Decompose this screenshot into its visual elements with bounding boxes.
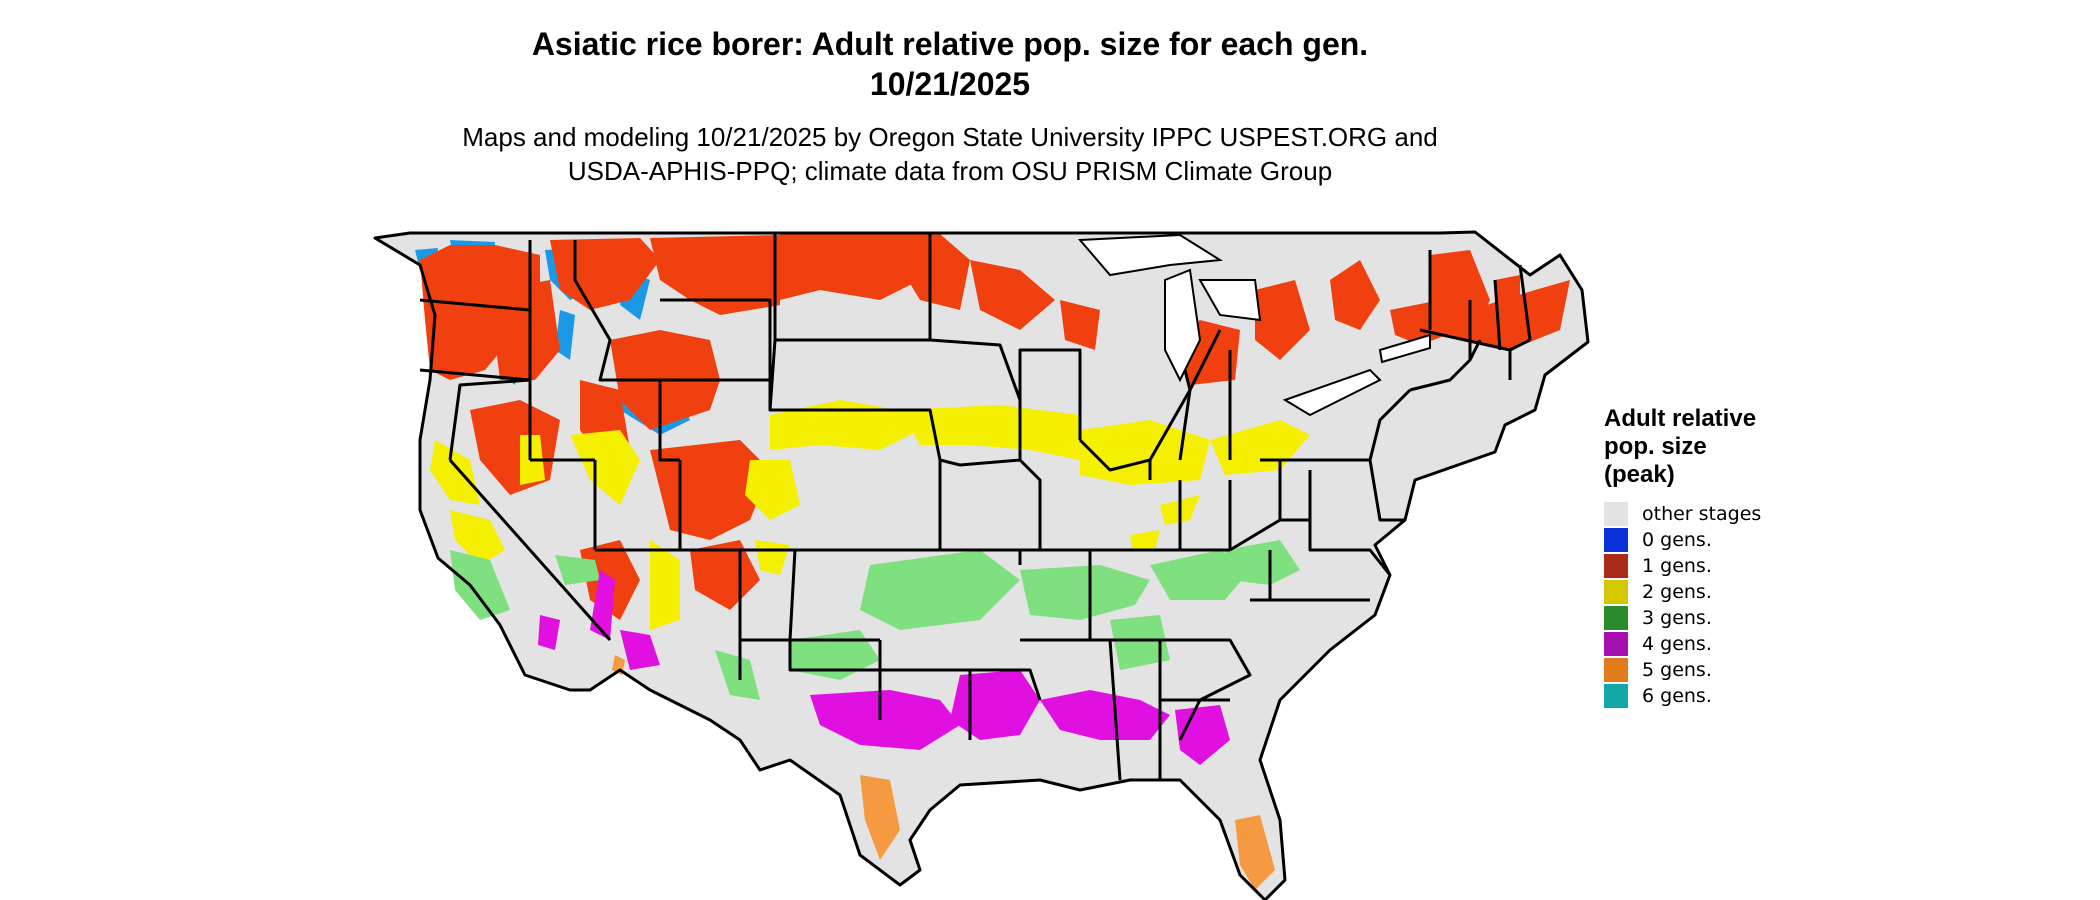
state-borders	[373, 230, 1590, 900]
legend-swatch	[1604, 502, 1628, 526]
legend-label: 4 gens.	[1642, 633, 1712, 655]
legend-label: 6 gens.	[1642, 685, 1712, 707]
us-map	[373, 230, 1590, 900]
legend: Adult relative pop. size (peak) other st…	[1604, 405, 1761, 709]
map-credit-line-2: USDA-APHIS-PPQ; climate data from OSU PR…	[567, 156, 1333, 186]
legend-swatch	[1604, 684, 1628, 708]
legend-swatch	[1604, 528, 1628, 552]
legend-label: 2 gens.	[1642, 581, 1712, 603]
legend-swatch	[1604, 554, 1628, 578]
map-credit-line-1: Maps and modeling 10/21/2025 by Oregon S…	[462, 122, 1438, 152]
zone-4-gens	[538, 570, 1230, 765]
legend-item-other-stages: other stages	[1604, 501, 1761, 527]
legend-label: 1 gens.	[1642, 555, 1712, 577]
legend-item-6-gens: 6 gens.	[1604, 683, 1761, 709]
legend-label: other stages	[1642, 503, 1762, 525]
zone-3-gens	[450, 540, 1300, 700]
legend-item-4-gens: 4 gens.	[1604, 631, 1761, 657]
legend-title-line-3: (peak)	[1604, 461, 1675, 488]
legend-label: 0 gens.	[1642, 529, 1712, 551]
legend-item-1-gens: 1 gens.	[1604, 553, 1761, 579]
legend-swatch	[1604, 658, 1628, 682]
legend-item-0-gens: 0 gens.	[1604, 527, 1761, 553]
map-date: 10/21/2025	[869, 66, 1031, 102]
legend-item-5-gens: 5 gens.	[1604, 657, 1761, 683]
great-lakes	[1077, 233, 1431, 417]
legend-swatch	[1604, 606, 1628, 630]
legend-title: Adult relative pop. size (peak)	[1604, 405, 1761, 489]
legend-label: 5 gens.	[1642, 659, 1712, 681]
map-title: Asiatic rice borer: Adult relative pop. …	[531, 26, 1369, 62]
legend-label: 3 gens.	[1642, 607, 1712, 629]
legend-title-line-1: Adult relative	[1604, 405, 1757, 432]
legend-items: other stages 0 gens. 1 gens. 2 gens. 3 g…	[1604, 501, 1761, 709]
legend-swatch	[1604, 632, 1628, 656]
legend-swatch	[1604, 580, 1628, 604]
legend-item-3-gens: 3 gens.	[1604, 605, 1761, 631]
legend-item-2-gens: 2 gens.	[1604, 579, 1761, 605]
legend-title-line-2: pop. size	[1604, 433, 1707, 460]
